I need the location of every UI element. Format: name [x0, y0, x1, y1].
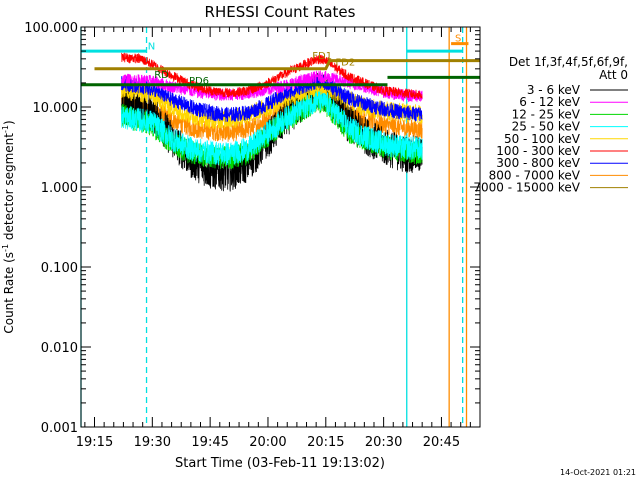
legend-label: 25 - 50 keV [512, 120, 581, 134]
legend-label: 3 - 6 keV [527, 83, 581, 97]
plot-frame [80, 26, 481, 428]
chart-title: RHESSI Count Rates [205, 3, 356, 21]
legend-label: 7000 - 15000 keV [473, 181, 580, 195]
x-axis-label: Start Time (03-Feb-11 19:13:02) [175, 456, 385, 471]
y-axis-label-mid: detector segment [2, 133, 16, 244]
y-axis-label-end: ) [2, 120, 16, 125]
y-axis-label-sup1: -1 [1, 244, 10, 252]
y-axis-label-sup2: -1 [1, 125, 10, 133]
x-tick-label: 19:45 [191, 435, 228, 450]
x-tick-label: 20:45 [423, 435, 460, 450]
x-tick-label: 19:15 [76, 435, 113, 450]
flag-annotation: RD [154, 70, 169, 81]
legend-label: 6 - 12 keV [519, 95, 581, 109]
y-tick-label: 1.000 [41, 181, 78, 196]
x-tick-label: 20:30 [365, 435, 402, 450]
y-axis-label-main: Count Rate (s [2, 252, 16, 334]
legend-label: 12 - 25 keV [512, 107, 581, 121]
flag-annotation: FD2 [335, 58, 355, 69]
legend-header: Det 1f,3f,4f,5f,6f,9f, [509, 55, 628, 69]
series-line [94, 59, 480, 71]
flag-annotation: N [148, 42, 155, 53]
y-tick-label: 10.000 [33, 101, 79, 116]
legend-label: 100 - 300 keV [496, 144, 580, 158]
y-tick-label: 0.100 [41, 261, 78, 276]
x-tick-label: 20:15 [307, 435, 344, 450]
y-tick-label: 100.000 [24, 21, 78, 36]
timestamp: 14-Oct-2021 01:21 [560, 468, 636, 477]
y-tick-label: 0.001 [41, 421, 78, 436]
flag-annotation: S [455, 33, 461, 44]
legend-label: 50 - 100 keV [504, 132, 581, 146]
legend-label: 800 - 7000 keV [489, 168, 581, 182]
x-tick-label: 19:30 [134, 435, 171, 450]
series-line [121, 73, 423, 122]
series-line [121, 88, 423, 165]
y-tick-label: 0.010 [41, 341, 78, 356]
flag-annotation: FD1 [312, 51, 332, 62]
flag-annotation: PD6 [189, 76, 209, 87]
y-axis-label: Count Rate (s-1 detector segment-1) [1, 120, 16, 333]
x-tick-label: 20:00 [249, 435, 286, 450]
legend-label: 300 - 800 keV [496, 156, 580, 170]
legend-header: Att 0 [599, 68, 628, 82]
